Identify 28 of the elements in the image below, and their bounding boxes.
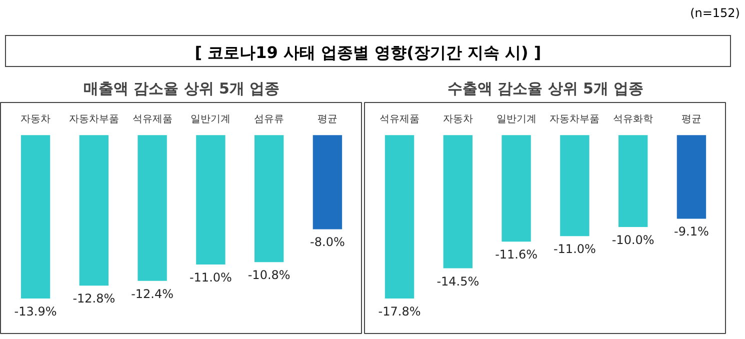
x-tick-label: 석유제품 (380, 114, 420, 126)
x-tick-label: 석유화학 (613, 114, 654, 126)
x-tick-label: 자동차부품 (550, 114, 600, 126)
x-tick-label: 섬유류 (254, 114, 284, 126)
data-label: -12.8% (72, 292, 116, 306)
data-label: -10.8% (248, 268, 290, 282)
data-label: -12.4% (131, 286, 174, 301)
data-label: -17.8% (378, 304, 421, 319)
x-tick-label: 자동차 (442, 114, 473, 126)
x-tick-label: 자동차부품 (68, 114, 119, 126)
x-tick-label: 자동차 (20, 114, 51, 126)
chart-subtitle: 수출액 감소율 상위 5개 업종 (447, 80, 644, 98)
text: (n=152) (690, 5, 740, 22)
data-label: -13.9% (14, 304, 57, 319)
chart-title: [ 코로나19 사태 업종별 영향(장기간 지속 시) ] (194, 42, 542, 64)
chart-subtitle: 매출액 감소율 상위 5개 업종 (83, 80, 280, 98)
x-tick-label: 평균 (681, 114, 702, 126)
data-label: -11.6% (495, 248, 538, 262)
data-label: -8.0% (310, 235, 345, 250)
x-tick-label: 일반기계 (496, 114, 536, 126)
data-label: -9.1% (674, 224, 709, 239)
data-label: -14.5% (436, 274, 480, 288)
x-tick-label: 석유제품 (132, 114, 172, 126)
data-label: -10.0% (612, 232, 654, 247)
x-tick-label: 일반기계 (190, 114, 231, 126)
data-label: -11.0% (553, 242, 596, 256)
data-label: -11.0% (189, 270, 232, 284)
x-tick-label: 평균 (317, 114, 338, 126)
